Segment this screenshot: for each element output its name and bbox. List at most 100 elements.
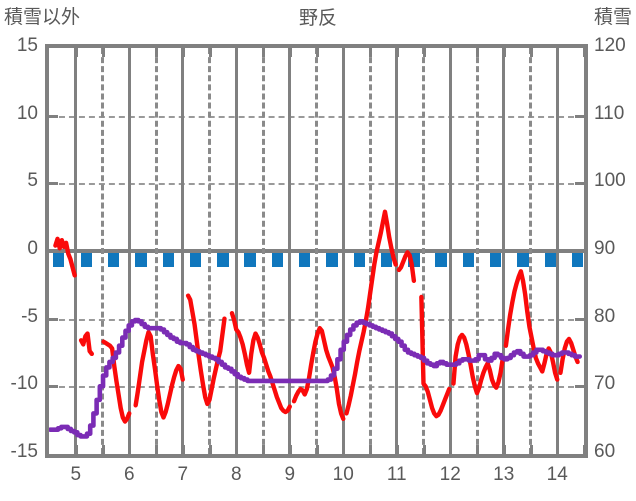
gridline-vertical-minor [529, 48, 532, 454]
bottom-axis-tick [74, 445, 78, 454]
left-axis-tick-label: 10 [16, 102, 38, 124]
top-axis-tick [181, 48, 185, 57]
snow-bar [413, 253, 420, 268]
snow-bar [217, 253, 224, 268]
series-lines-layer [49, 209, 583, 439]
bottom-axis-tick [288, 445, 292, 454]
x-axis-tick-label: 5 [70, 464, 82, 485]
bottom-axis-tick [262, 445, 265, 454]
snow-bar [140, 253, 147, 268]
snow-bar [189, 253, 196, 268]
series-path [78, 331, 94, 357]
gridline-vertical-minor [368, 48, 372, 454]
series-path [101, 339, 132, 424]
snow-bar [386, 253, 393, 268]
right-axis-tick-label: 100 [594, 170, 626, 192]
page-title: 野反 [298, 8, 337, 29]
gridline-vertical-major [181, 48, 185, 454]
plot-area [45, 44, 588, 458]
snow-bar [440, 253, 447, 268]
top-axis-tick [262, 48, 265, 57]
snow-bar [167, 253, 174, 268]
bottom-axis-tick [556, 445, 560, 454]
gridline-vertical-minor [422, 48, 425, 454]
bottom-axis-tick [315, 445, 319, 454]
snow-bar [244, 253, 251, 268]
top-axis-tick [369, 48, 372, 57]
right-axis-tick-label: 120 [594, 35, 626, 56]
bottom-axis-tick [502, 445, 506, 454]
top-axis-tick [342, 48, 346, 57]
top-axis-tick [288, 48, 292, 57]
gridline-vertical-major [502, 48, 506, 454]
gridline-vertical-major [555, 48, 559, 454]
right-axis-tick [575, 385, 584, 389]
bottom-axis-tick [235, 445, 239, 454]
snow-bar [195, 253, 202, 268]
right-axis-title: 積雪 [593, 7, 632, 28]
right-axis-tick-label: 70 [594, 373, 616, 395]
x-axis-tick-label: 10 [332, 464, 354, 485]
right-axis-tick-label: 60 [594, 441, 616, 462]
right-axis-tick-label: 90 [594, 238, 616, 259]
left-axis-tick-label: -15 [10, 441, 38, 462]
snow-bar [162, 253, 169, 268]
snow-bar [331, 253, 338, 268]
right-axis-tick [575, 114, 584, 118]
gridline-vertical-major [74, 48, 78, 454]
series-path [503, 269, 560, 382]
gridline-vertical-major [234, 48, 238, 454]
snow-bar [571, 253, 578, 268]
top-axis-tick [502, 48, 506, 57]
top-axis-tick [74, 48, 78, 57]
x-axis-tick-label: 12 [439, 464, 461, 485]
right-axis-tick [575, 182, 584, 186]
series-path [53, 236, 77, 278]
bottom-axis-tick [422, 445, 426, 454]
bottom-axis-tick [529, 445, 533, 454]
left-axis-tick [49, 385, 58, 389]
series-path [49, 317, 583, 439]
snow-bar [544, 253, 551, 268]
snow-bar [113, 253, 120, 268]
snow-bar [517, 253, 524, 268]
x-axis-tick-label: 6 [123, 464, 135, 485]
top-axis-tick [449, 48, 453, 57]
left-axis-tick-label: 15 [16, 35, 38, 56]
left-axis-tick [49, 114, 58, 118]
snow-bar [495, 253, 502, 268]
gridline-vertical-major [395, 48, 399, 454]
series-path [419, 294, 452, 419]
series-path [451, 332, 505, 396]
left-axis-tick [49, 182, 58, 186]
snow-bar [222, 253, 229, 268]
right-axis-tick [575, 250, 584, 253]
right-axis-tick [575, 317, 584, 321]
snow-bar [58, 253, 65, 268]
snow-bar [353, 253, 360, 268]
snow-bar [299, 253, 306, 268]
gridline-vertical-minor [208, 48, 211, 454]
gridline-vertical-minor [261, 48, 265, 454]
bottom-axis-tick [208, 445, 212, 454]
gridline-vertical-major [127, 48, 131, 454]
left-axis-title: 積雪以外 [4, 7, 81, 28]
series-path [229, 311, 292, 415]
bottom-axis-tick [449, 445, 453, 454]
gridline-vertical-minor [475, 48, 479, 454]
plot-inner [49, 48, 584, 454]
gridline-vertical-minor [101, 48, 104, 454]
x-axis-tick-label: 7 [177, 464, 189, 485]
top-axis-tick [101, 48, 105, 57]
snow-bar [549, 253, 556, 268]
snow-bar [490, 253, 497, 268]
top-axis-tick [422, 48, 426, 57]
snow-bar [435, 253, 442, 268]
snow-bar [277, 253, 284, 268]
gridline-vertical-major [288, 48, 292, 454]
bottom-axis-tick [128, 445, 132, 454]
left-axis-tick-label: 5 [27, 170, 38, 192]
top-axis-tick [529, 48, 533, 57]
top-axis-tick [395, 48, 399, 57]
snow-bar [304, 253, 311, 268]
